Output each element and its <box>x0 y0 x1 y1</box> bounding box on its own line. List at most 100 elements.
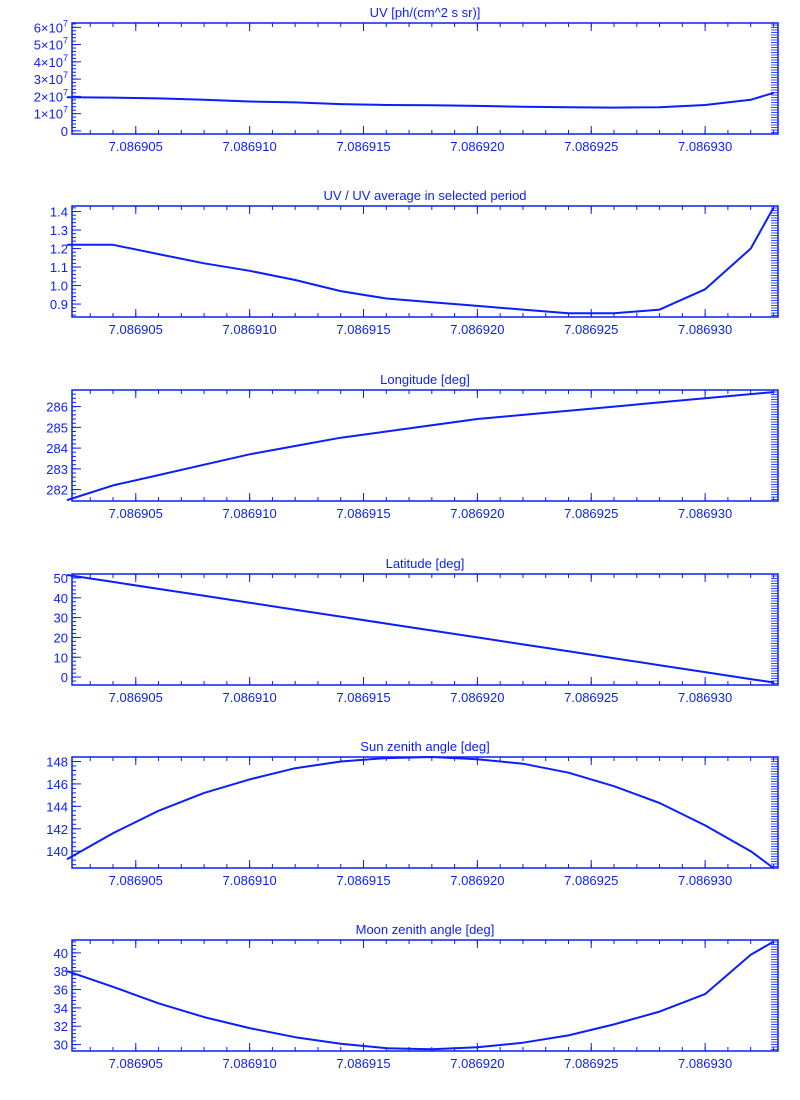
data-point <box>203 595 205 597</box>
y-tick-label: 0 <box>61 124 68 139</box>
y-tick-label: 40 <box>54 946 68 961</box>
plot-frame <box>71 389 779 502</box>
y-tick-label: 30 <box>54 611 68 626</box>
x-tick-label: 7.086915 <box>336 322 390 337</box>
data-point <box>772 92 775 94</box>
data-point <box>339 615 342 618</box>
data-line <box>67 391 774 501</box>
data-point <box>658 802 661 804</box>
data-point <box>66 96 69 99</box>
x-tick-label: 7.086910 <box>223 506 277 521</box>
x-tick-label: 7.086920 <box>450 139 504 154</box>
data-point <box>476 305 479 307</box>
data-point <box>248 453 251 456</box>
x-tick-label: 7.086925 <box>564 873 618 888</box>
x-tick-label: 7.086930 <box>678 873 732 888</box>
data-point <box>339 436 342 439</box>
x-tick-label: 7.086910 <box>223 139 277 154</box>
panel-title: Latitude [deg] <box>386 556 465 571</box>
y-tick-label: 10 <box>54 650 68 665</box>
data-point <box>157 253 160 255</box>
data-point <box>431 424 433 427</box>
data-point <box>294 101 296 104</box>
y-tick-label: 1.1 <box>50 260 68 275</box>
data-point <box>613 405 615 408</box>
plot-frame <box>71 205 779 318</box>
y-tick-label: 40 <box>54 591 68 606</box>
data-point <box>112 581 114 583</box>
y-tick-label: 38 <box>54 964 68 979</box>
data-point <box>431 104 433 107</box>
data-point <box>248 1027 251 1029</box>
data-point <box>704 104 706 106</box>
x-tick-label: 7.086910 <box>223 690 277 705</box>
data-point <box>157 1002 160 1005</box>
y-tick-label: 32 <box>54 1019 68 1034</box>
x-tick-label: 7.086905 <box>109 139 163 154</box>
y-tick-label: 286 <box>46 400 68 415</box>
data-line <box>67 91 774 109</box>
data-point <box>294 279 296 281</box>
data-point <box>431 756 433 758</box>
data-point <box>704 824 706 827</box>
data-point <box>522 1041 524 1044</box>
data-point <box>704 288 706 291</box>
data-point <box>613 1023 615 1026</box>
data-point <box>567 650 570 653</box>
data-point <box>704 397 706 400</box>
y-tick-label: 5×107 <box>34 36 68 53</box>
panel-title: Moon zenith angle [deg] <box>356 922 495 937</box>
data-point <box>613 312 615 315</box>
data-point <box>522 414 524 416</box>
data-point <box>567 106 570 109</box>
x-tick-label: 7.086905 <box>109 322 163 337</box>
data-point <box>522 105 524 108</box>
data-point <box>476 758 479 761</box>
y-tick-label: 146 <box>46 777 68 792</box>
y-tick-label: 1×107 <box>34 105 68 122</box>
data-point <box>567 312 570 315</box>
x-tick-label: 7.086920 <box>450 506 504 521</box>
panel-title: Longitude [deg] <box>380 372 470 387</box>
data-point <box>749 247 752 250</box>
data-line <box>67 207 775 315</box>
x-tick-label: 7.086915 <box>336 873 390 888</box>
x-tick-label: 7.086920 <box>450 322 504 337</box>
data-point <box>203 792 205 794</box>
data-point <box>66 499 69 501</box>
data-point <box>112 244 114 246</box>
data-point <box>203 1016 205 1018</box>
y-tick-label: 0 <box>61 670 68 685</box>
data-point <box>157 97 160 100</box>
data-point <box>248 778 251 781</box>
y-tick-label: 1.0 <box>50 279 68 294</box>
y-tick-label: 2×107 <box>34 87 68 104</box>
data-point <box>476 636 479 639</box>
panel-title: Sun zenith angle [deg] <box>360 739 489 754</box>
data-point <box>522 308 524 311</box>
data-point <box>203 463 205 466</box>
data-point <box>522 762 524 765</box>
x-tick-label: 7.086905 <box>109 506 163 521</box>
data-point <box>248 601 251 604</box>
y-tick-label: 36 <box>54 983 68 998</box>
x-tick-label: 7.086920 <box>450 873 504 888</box>
y-tick-label: 142 <box>46 822 68 837</box>
data-point <box>385 430 388 433</box>
y-tick-label: 0.9 <box>50 297 68 312</box>
data-point <box>567 771 570 774</box>
data-point <box>157 588 160 590</box>
data-point <box>658 308 661 311</box>
x-tick-label: 7.086925 <box>564 506 618 521</box>
data-point <box>112 985 114 988</box>
data-point <box>294 767 296 770</box>
x-tick-label: 7.086930 <box>678 322 732 337</box>
data-point <box>294 608 296 611</box>
data-point <box>66 858 69 860</box>
data-point <box>749 850 752 852</box>
data-point <box>203 262 205 265</box>
data-point <box>385 1047 388 1050</box>
y-tick-label: 1.4 <box>50 205 68 220</box>
y-tick-label: 285 <box>46 420 68 435</box>
